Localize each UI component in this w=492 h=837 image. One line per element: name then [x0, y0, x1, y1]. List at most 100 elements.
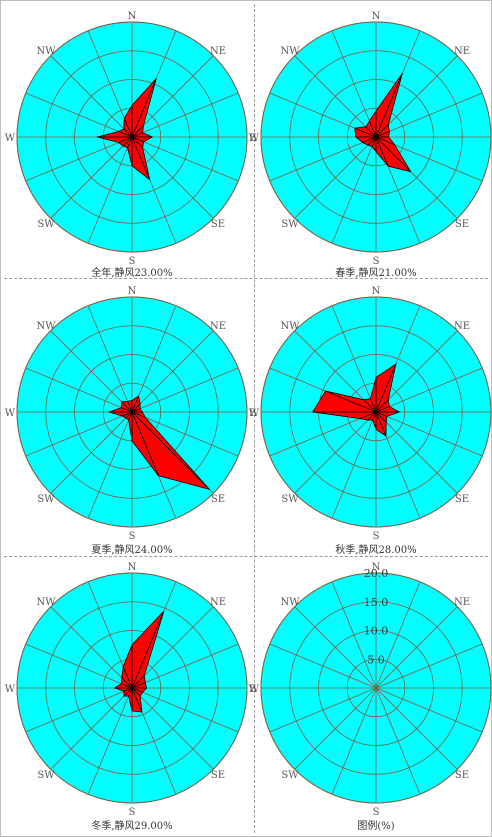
direction-label-n: N [372, 562, 381, 573]
panel-divider-vertical [254, 4, 255, 833]
rose-ray-nne [131, 78, 157, 138]
direction-label-s: S [373, 807, 380, 818]
rose-ray-sse [375, 411, 387, 437]
rose-ray-nnw [127, 401, 133, 413]
direction-label-s: S [373, 256, 380, 267]
rose-ray-ene [131, 408, 141, 413]
direction-label-w: W [249, 684, 260, 695]
grid-spoke [87, 305, 133, 413]
grid-spoke [50, 606, 133, 689]
grid-spoke [294, 687, 377, 770]
rose-ray-wsw [362, 136, 377, 143]
grid-spoke [375, 606, 458, 689]
grid-spoke [375, 92, 483, 138]
direction-label-se: SE [211, 494, 225, 505]
legend-ring-label: 20.0 [364, 567, 389, 580]
rose-ray-nw [363, 399, 377, 413]
direction-label-nw: NW [280, 46, 300, 57]
rose-panel-5: N NE E SE S SW W NW 冬季,静风29.00% [5, 562, 257, 832]
grid-spoke [131, 305, 177, 413]
rose-ray-nnw [370, 398, 377, 413]
panel-divider-row2 [4, 556, 488, 557]
direction-label-nw: NW [36, 46, 56, 57]
rose-ray-sse [375, 136, 389, 167]
rose-ray-se [131, 411, 210, 490]
direction-label-ne: NE [454, 597, 470, 608]
grid-spoke [294, 136, 377, 219]
grid-spoke [87, 136, 133, 244]
rose-ray-nw [123, 128, 133, 138]
rose-ray-ene [131, 132, 143, 138]
grid-spoke [375, 687, 483, 733]
grid-spoke [269, 136, 377, 182]
grid-spoke [25, 367, 133, 413]
rose-ray-nw [121, 401, 133, 413]
direction-label-w: W [5, 133, 16, 144]
direction-label-n: N [128, 11, 137, 22]
direction-label-w: W [5, 684, 16, 695]
direction-label-n: N [372, 286, 381, 297]
rose-ray-wsw [123, 687, 133, 692]
grid-spoke [131, 643, 239, 689]
rose-ray-wsw [118, 136, 133, 143]
rose-ray-ne [375, 399, 389, 413]
grid-spoke [87, 687, 133, 795]
grid-spoke [294, 606, 377, 689]
rose-ray-sw [122, 136, 133, 147]
grid-spoke [375, 330, 458, 413]
grid-spoke [131, 92, 239, 138]
direction-label-se: SE [211, 770, 225, 781]
grid-spoke [375, 411, 483, 457]
rose-ray-ssw [372, 411, 377, 421]
direction-label-ne: NE [210, 597, 226, 608]
rose-ray-nne [131, 395, 139, 413]
rose-ray-ese [375, 136, 395, 145]
direction-label-w: W [249, 133, 260, 144]
direction-label-e: E [249, 408, 256, 419]
grid-spoke [50, 136, 133, 219]
direction-label-se: SE [455, 219, 469, 230]
grid-spoke [50, 55, 133, 138]
direction-label-sw: SW [281, 494, 299, 505]
rose-ray-wsw [359, 411, 377, 419]
rose-ray-ese [131, 136, 144, 143]
grid-spoke [375, 411, 458, 494]
rose-ray-ssw [128, 687, 133, 697]
rose-ray-nne [375, 364, 397, 413]
rose-ray-nnw [369, 120, 377, 138]
rose-ray-wnw [325, 390, 377, 413]
rose-ray-sse [131, 136, 150, 180]
rose-ray-nne [375, 73, 403, 138]
grid-spoke [331, 687, 377, 795]
direction-label-s: S [373, 531, 380, 542]
grid-spoke [25, 92, 133, 138]
panel-divider-row1 [4, 278, 488, 279]
rose-ray-ene [375, 406, 390, 413]
rose-ray-sw [367, 411, 377, 421]
direction-label-ne: NE [210, 321, 226, 332]
direction-label-e: E [249, 684, 256, 695]
grid-spoke [131, 687, 239, 733]
rose-ray-ne [375, 124, 389, 138]
grid-spoke [269, 643, 377, 689]
panel-caption: 全年,静风23.00% [91, 266, 172, 279]
grid-spoke [375, 687, 421, 795]
grid-spoke [269, 687, 377, 733]
grid-spoke [375, 367, 483, 413]
grid-spoke [294, 55, 377, 138]
grid-spoke [331, 136, 377, 244]
rose-ray-ne [131, 675, 145, 689]
direction-label-sw: SW [281, 219, 299, 230]
direction-label-e: E [249, 133, 256, 144]
rose-ray-se [131, 136, 143, 148]
grid-spoke [331, 305, 377, 413]
rose-ray-sw [123, 687, 133, 697]
panel-caption: 冬季,静风29.00% [91, 819, 172, 832]
rose-panel-1: N NE E SE S SW W NW 全年,静风23.00% [5, 11, 257, 279]
grid-spoke [131, 411, 239, 457]
legend-ring-label: 5.0 [367, 653, 385, 666]
grid-spoke [375, 687, 458, 770]
grid-spoke [269, 411, 377, 457]
grid-spoke [25, 643, 133, 689]
